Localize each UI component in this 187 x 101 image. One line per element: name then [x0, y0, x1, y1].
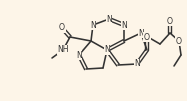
Text: N: N	[76, 50, 82, 59]
Text: O: O	[176, 36, 182, 45]
Text: NH: NH	[57, 45, 69, 55]
Text: O: O	[167, 16, 173, 25]
Text: N: N	[134, 59, 140, 68]
Text: N: N	[104, 45, 110, 55]
Text: N: N	[121, 21, 127, 29]
Text: O: O	[59, 24, 65, 33]
Text: N: N	[90, 21, 96, 29]
Text: O: O	[144, 33, 150, 42]
Text: N: N	[138, 28, 144, 37]
Text: N: N	[106, 15, 112, 24]
